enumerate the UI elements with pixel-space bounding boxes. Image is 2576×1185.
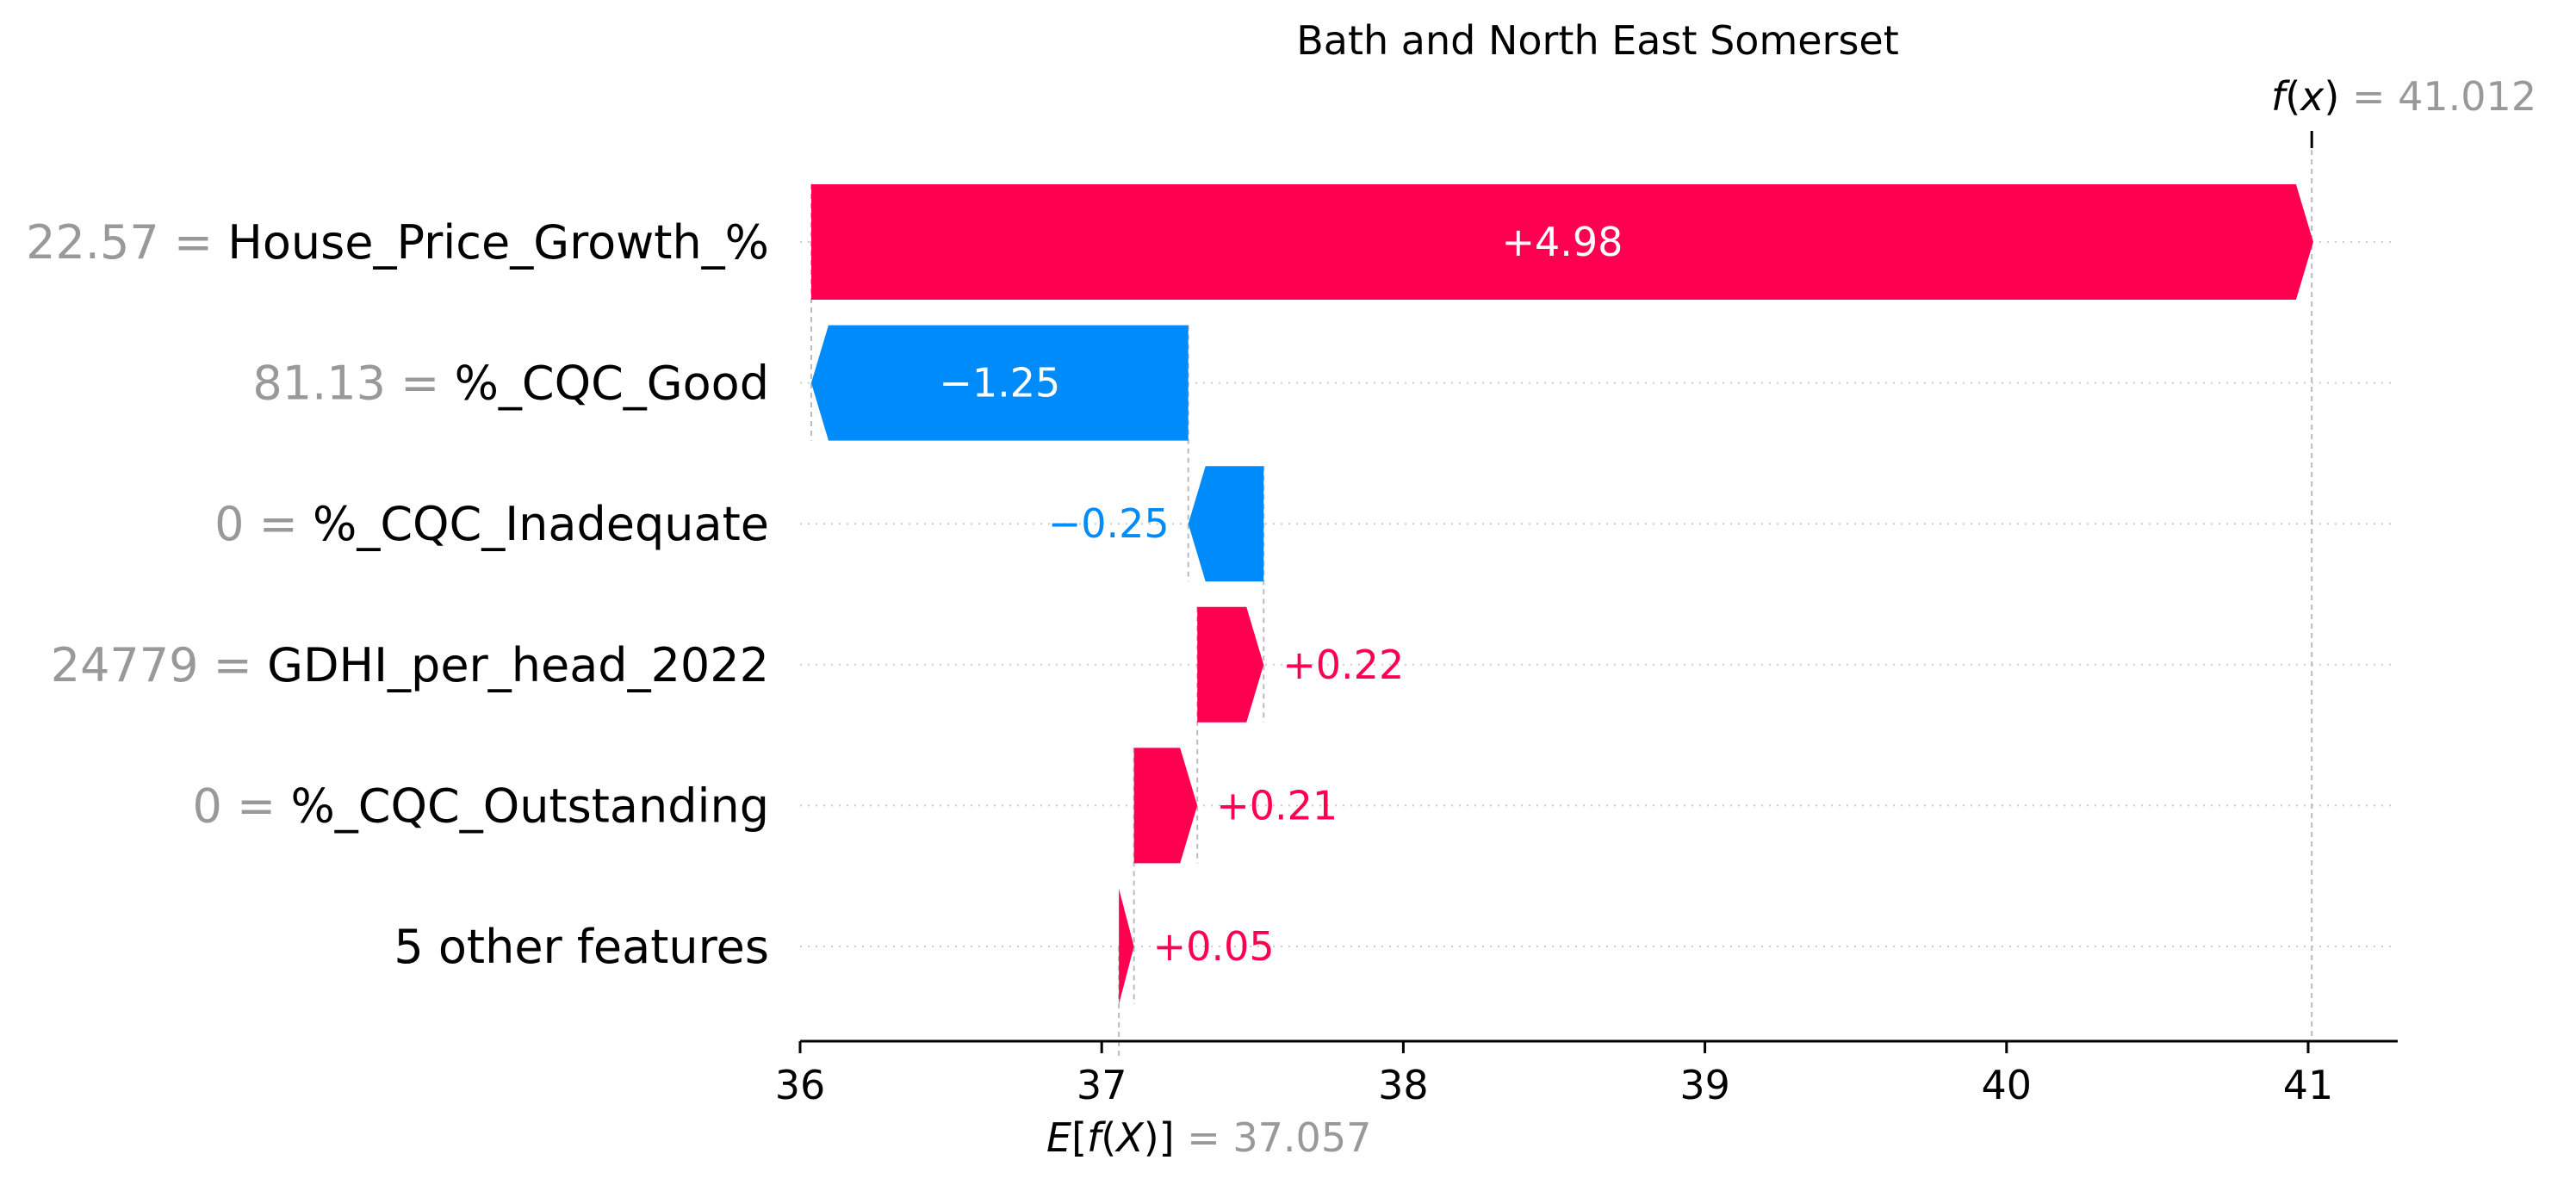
bar-positive xyxy=(810,184,2313,300)
feature-labels: 22.57 = House_Price_Growth_% 81.13 = %_CQ… xyxy=(26,215,769,974)
bar-value-label: +0.22 xyxy=(1282,642,1404,688)
output-value-annotation: f(x) = 41.012 xyxy=(2271,73,2536,120)
equals-sign: = xyxy=(199,638,268,692)
feature-value: 0 xyxy=(193,779,222,833)
bar-value-label: +4.98 xyxy=(1501,219,1623,265)
feature-name: GDHI_per_head_2022 xyxy=(267,638,769,692)
x-tick-label: 39 xyxy=(1679,1062,1730,1108)
x-tick-label: 40 xyxy=(1982,1062,2033,1108)
equals-sign: = xyxy=(386,357,455,411)
bar-labels: +4.98 −1.25 −0.25 +0.22 +0.21 +0.05 xyxy=(939,219,1623,970)
bar-value-label: +0.05 xyxy=(1153,923,1275,970)
feature-label: 22.57 = House_Price_Growth_% xyxy=(26,215,769,270)
feature-name: %_CQC_Inadequate xyxy=(313,497,769,551)
bar-positive xyxy=(1197,606,1264,723)
equals-sign: = xyxy=(222,779,291,833)
feature-value: 22.57 xyxy=(26,215,159,270)
x-tick-label: 37 xyxy=(1077,1062,1127,1108)
bar-value-label: −1.25 xyxy=(939,360,1060,406)
bar-positive xyxy=(1133,748,1198,864)
equals-sign: = xyxy=(244,497,313,551)
feature-label: 81.13 = %_CQC_Good xyxy=(252,357,769,411)
x-tick-label: 41 xyxy=(2283,1062,2334,1108)
x-tick-label: 36 xyxy=(775,1062,826,1108)
feature-name: 5 other features xyxy=(394,920,769,974)
feature-name: House_Price_Growth_% xyxy=(227,215,769,270)
base-value-annotation: E[f(X)] = 37.057 xyxy=(1046,1114,1371,1161)
bar-value-label: +0.21 xyxy=(1216,782,1338,828)
feature-value: 0 xyxy=(214,497,244,551)
feature-label: 0 = %_CQC_Outstanding xyxy=(193,779,769,833)
bar-positive xyxy=(1119,889,1134,1004)
base-output-annotations: f(x) = 41.012 E[f(X)] = 37.057 xyxy=(1046,73,2536,1161)
feature-label: 24779 = GDHI_per_head_2022 xyxy=(51,638,769,692)
feature-value: 24779 xyxy=(51,638,199,692)
bar-negative xyxy=(810,325,1189,441)
bar-value-label: −0.25 xyxy=(1048,500,1170,547)
feature-name: %_CQC_Outstanding xyxy=(290,779,769,833)
feature-name: %_CQC_Good xyxy=(455,357,769,411)
bar-negative xyxy=(1188,466,1264,582)
feature-label: 0 = %_CQC_Inadequate xyxy=(214,497,769,551)
feature-label: 5 other features xyxy=(394,920,769,974)
bars xyxy=(810,184,2313,1004)
x-axis: 36 37 38 39 40 41 xyxy=(775,1039,2398,1108)
x-tick-label: 38 xyxy=(1378,1062,1429,1108)
chart-title: Bath and North East Somerset xyxy=(1296,17,1899,64)
feature-value: 81.13 xyxy=(252,357,386,411)
equals-sign: = xyxy=(159,215,228,270)
